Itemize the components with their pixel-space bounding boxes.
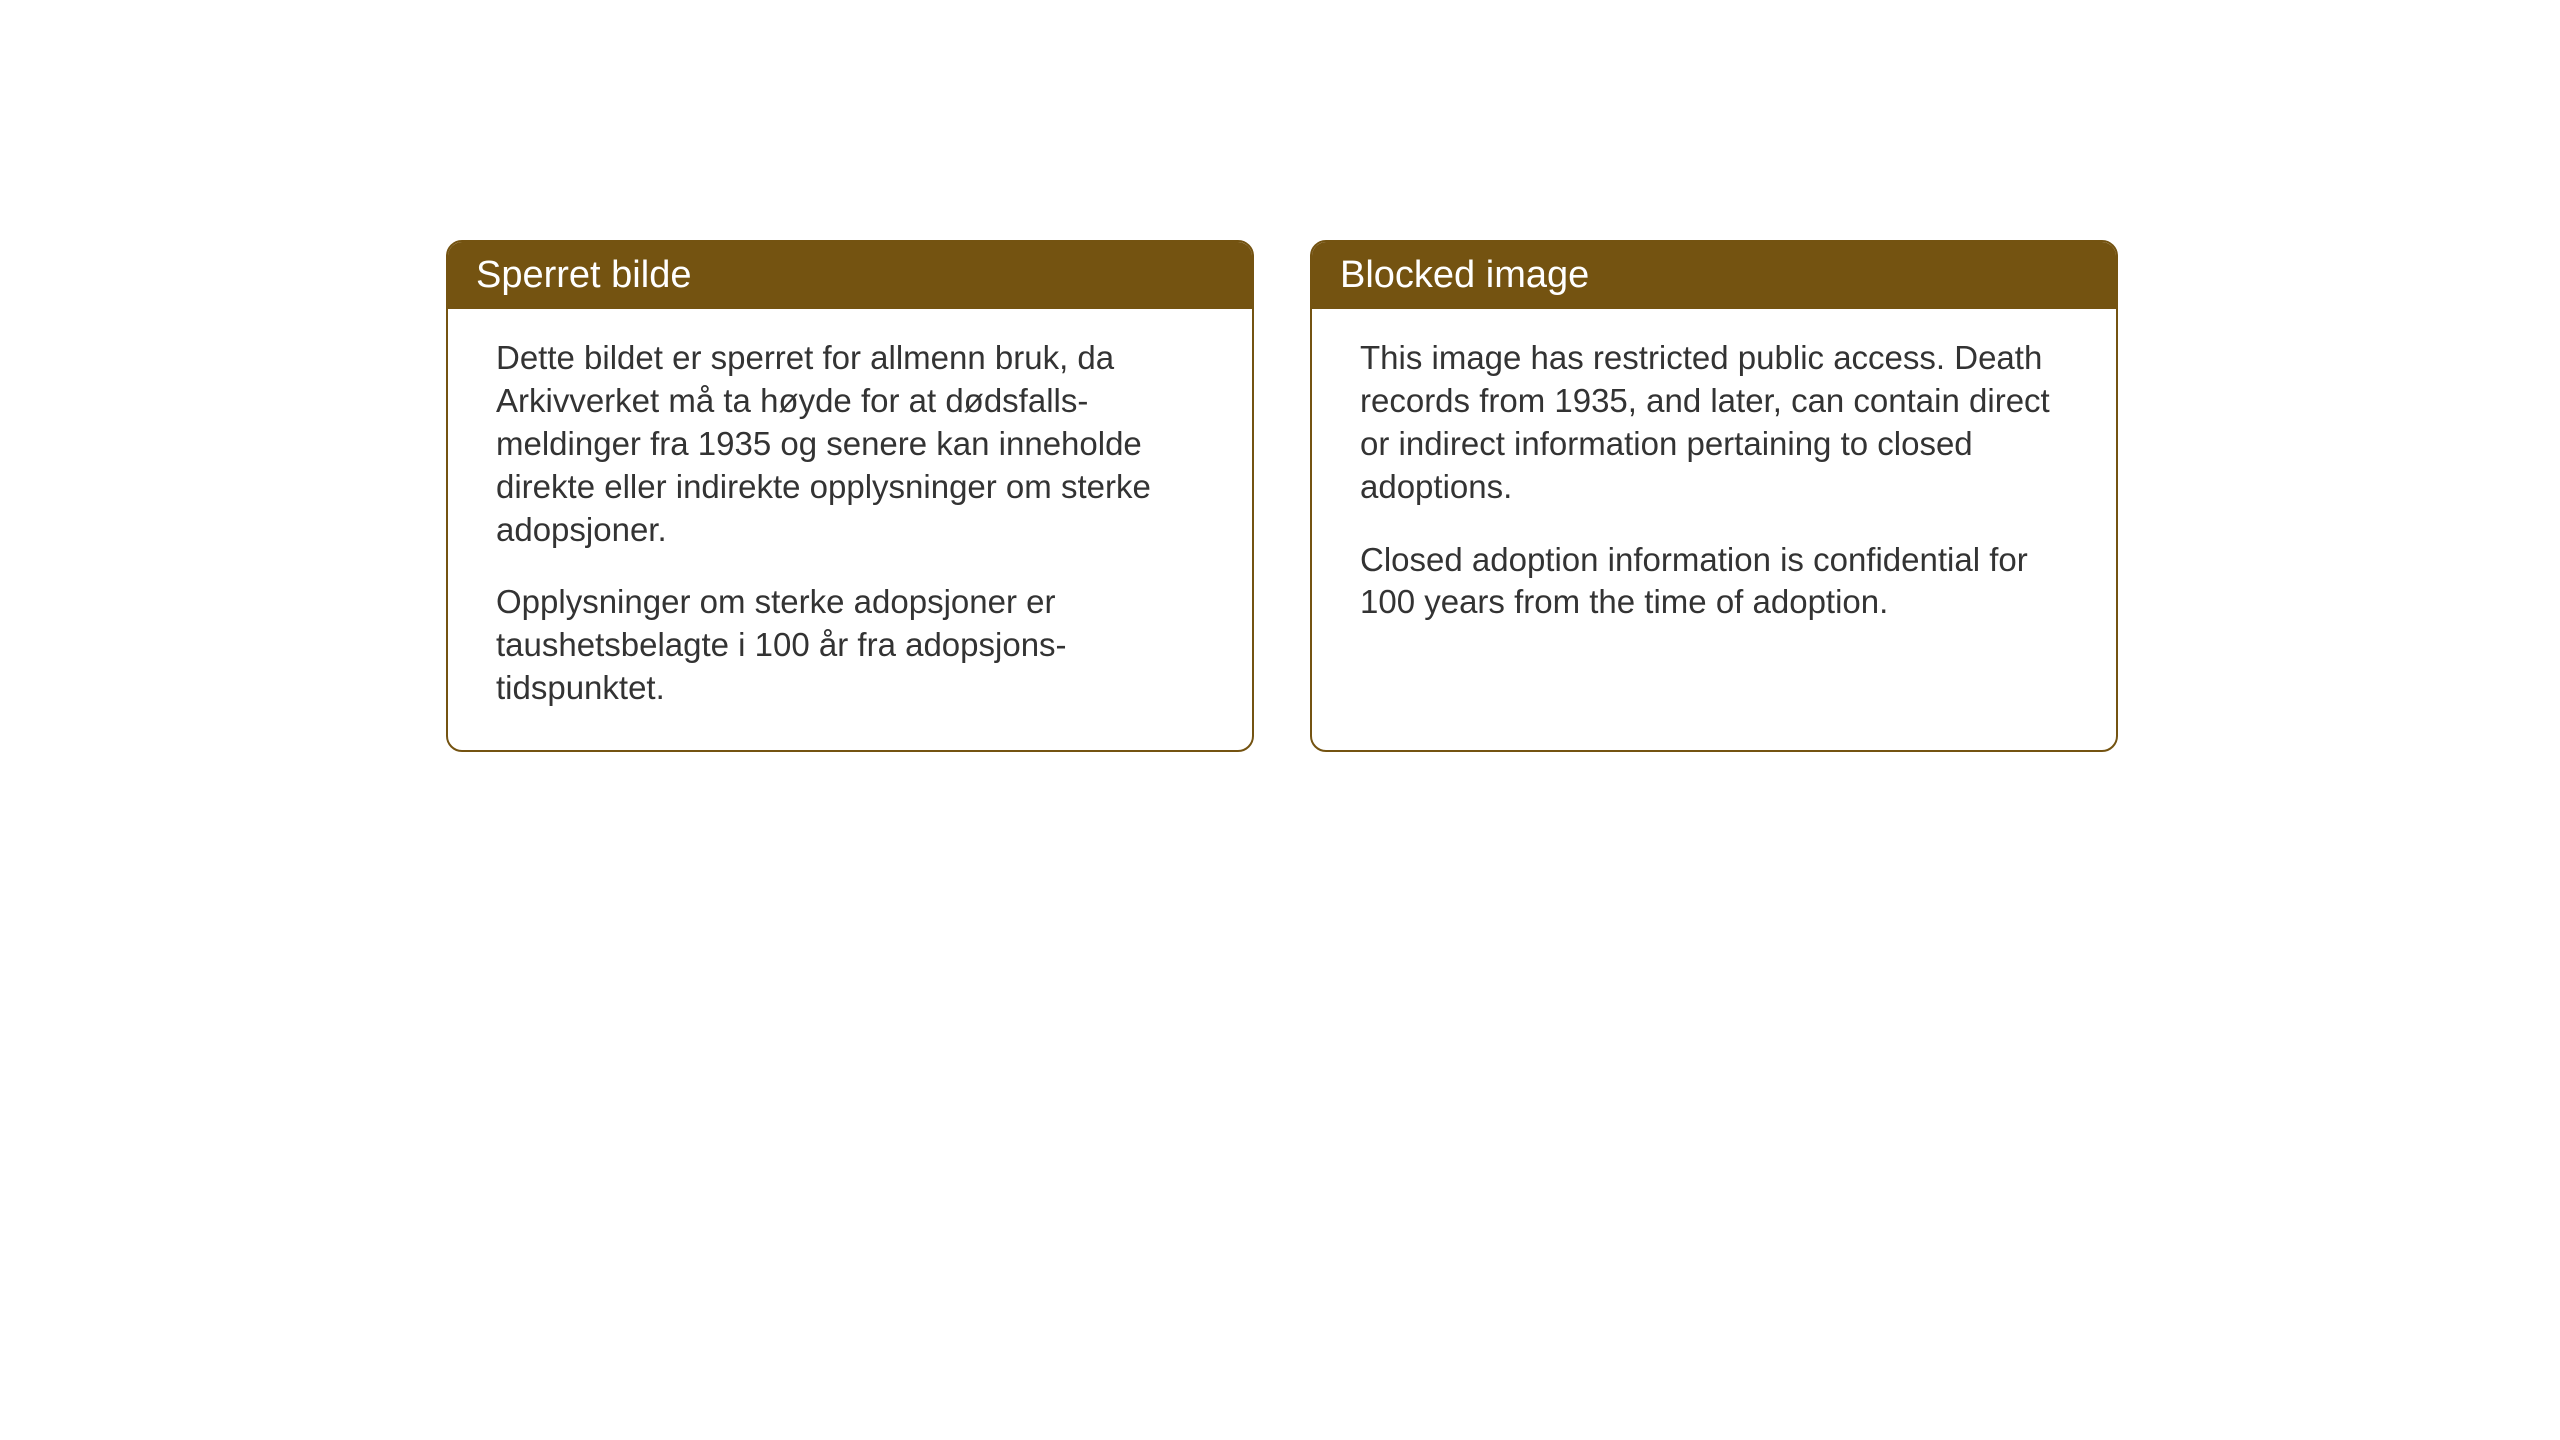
card-paragraph-2-english: Closed adoption information is confident…: [1360, 539, 2068, 625]
card-english: Blocked image This image has restricted …: [1310, 240, 2118, 752]
card-title-norwegian: Sperret bilde: [476, 254, 691, 296]
card-header-norwegian: Sperret bilde: [448, 242, 1252, 309]
card-paragraph-1-english: This image has restricted public access.…: [1360, 337, 2068, 509]
card-container: Sperret bilde Dette bildet er sperret fo…: [446, 240, 2118, 752]
card-body-english: This image has restricted public access.…: [1312, 309, 2116, 729]
card-title-english: Blocked image: [1340, 254, 1589, 296]
card-paragraph-2-norwegian: Opplysninger om sterke adopsjoner er tau…: [496, 581, 1204, 710]
card-header-english: Blocked image: [1312, 242, 2116, 309]
card-body-norwegian: Dette bildet er sperret for allmenn bruk…: [448, 309, 1252, 750]
card-paragraph-1-norwegian: Dette bildet er sperret for allmenn bruk…: [496, 337, 1204, 551]
card-norwegian: Sperret bilde Dette bildet er sperret fo…: [446, 240, 1254, 752]
